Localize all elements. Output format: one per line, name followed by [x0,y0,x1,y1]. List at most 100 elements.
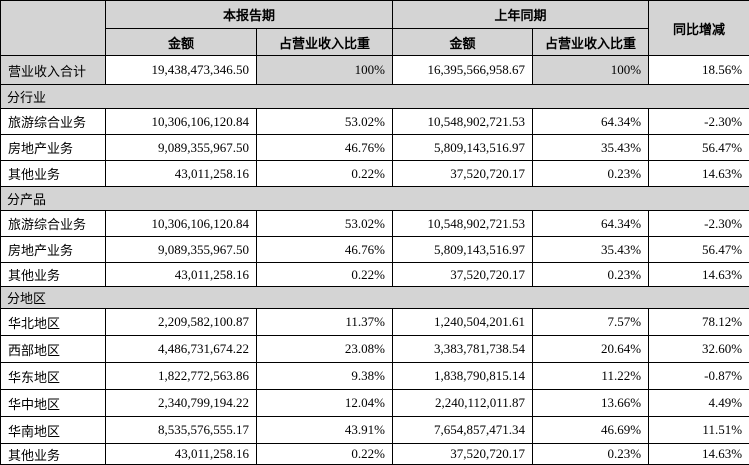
yoy-cell: 18.56% [648,55,749,85]
row-label: 华中地区 [0,389,106,417]
pct-current-cell: 0.22% [255,262,394,287]
pct-current-cell: 9.38% [255,362,394,390]
amount-current-cell: 43,011,258.16 [105,443,257,465]
table-row: 其他业务 43,011,258.16 0.22% 37,520,720.17 0… [0,443,749,465]
amount-current-cell: 43,011,258.16 [105,160,257,187]
amount-current-cell: 10,306,106,120.84 [105,210,257,237]
amount-prior-cell: 10,548,902,721.53 [392,108,534,135]
yoy-cell: 56.47% [648,236,749,263]
yoy-cell: 14.63% [648,262,749,287]
amount-prior-cell: 37,520,720.17 [392,262,534,287]
pct-prior-cell: 0.23% [532,262,650,287]
amount-prior-cell: 1,240,504,201.61 [392,308,534,336]
amount-current-cell: 2,340,799,194.22 [105,389,257,417]
col-header-yoy-change: 同比增减 [648,0,749,56]
amount-current-cell: 8,535,576,555.17 [105,416,257,444]
amount-current-cell: 9,089,355,967.50 [105,134,257,161]
pct-current-cell: 12.04% [255,389,394,417]
table-row: 房地产业务 9,089,355,967.50 46.76% 5,809,143,… [0,236,749,263]
corner-cell [0,0,106,56]
table-row: 其他业务 43,011,258.16 0.22% 37,520,720.17 0… [0,160,749,187]
amount-prior-cell: 10,548,902,721.53 [392,210,534,237]
amount-prior-cell: 7,654,857,471.34 [392,416,534,444]
section-title: 分地区 [0,286,749,309]
row-label: 西部地区 [0,335,106,363]
pct-current-cell: 0.22% [255,160,394,187]
section-header-by-industry: 分行业 [0,84,749,109]
pct-prior-cell: 0.23% [532,443,650,465]
row-label: 房地产业务 [0,236,106,263]
row-label: 营业收入合计 [0,55,106,85]
table-row: 华北地区 2,209,582,100.87 11.37% 1,240,504,2… [0,308,749,336]
amount-current-cell: 19,438,473,346.50 [105,55,257,85]
header-row-periods: 本报告期 上年同期 同比增减 [0,0,749,56]
pct-prior-cell: 13.66% [532,389,650,417]
amount-prior-cell: 1,838,790,815.14 [392,362,534,390]
row-label: 旅游综合业务 [0,108,106,135]
table-row: 旅游综合业务 10,306,106,120.84 53.02% 10,548,9… [0,210,749,237]
pct-prior-cell: 11.22% [532,362,650,390]
pct-current-cell: 0.22% [255,443,394,465]
row-label: 房地产业务 [0,134,106,161]
table-row: 旅游综合业务 10,306,106,120.84 53.02% 10,548,9… [0,108,749,135]
pct-prior-cell: 7.57% [532,308,650,336]
amount-current-cell: 1,822,772,563.86 [105,362,257,390]
amount-prior-cell: 37,520,720.17 [392,160,534,187]
pct-current-cell: 23.08% [255,335,394,363]
amount-current-cell: 4,486,731,674.22 [105,335,257,363]
pct-prior-cell: 64.34% [532,210,650,237]
yoy-cell: 78.12% [648,308,749,336]
pct-prior-cell: 46.69% [532,416,650,444]
total-revenue-row: 营业收入合计 19,438,473,346.50 100% 16,395,566… [0,55,749,85]
header-row-measures: 金额 占营业收入比重 金额 占营业收入比重 [1,28,749,56]
amount-prior-cell: 3,383,781,738.54 [392,335,534,363]
yoy-cell: 14.63% [648,160,749,187]
pct-prior-cell: 35.43% [532,236,650,263]
pct-prior-cell: 35.43% [532,134,650,161]
pct-prior-cell: 100% [532,55,650,85]
col-header-amount-prior: 金额 [392,28,534,56]
row-label: 其他业务 [0,160,106,187]
table-row: 华中地区 2,340,799,194.22 12.04% 2,240,112,0… [0,389,749,417]
row-label: 华北地区 [0,308,106,336]
amount-prior-cell: 5,809,143,516.97 [392,236,534,263]
row-label: 其他业务 [0,262,106,287]
table-row: 其他业务 43,011,258.16 0.22% 37,520,720.17 0… [0,262,749,287]
yoy-cell: -0.87% [648,362,749,390]
yoy-cell: 14.63% [648,443,749,465]
amount-current-cell: 43,011,258.16 [105,262,257,287]
pct-current-cell: 46.76% [255,236,394,263]
amount-current-cell: 9,089,355,967.50 [105,236,257,263]
section-header-by-region: 分地区 [0,286,749,309]
yoy-cell: 4.49% [648,389,749,417]
table-row: 西部地区 4,486,731,674.22 23.08% 3,383,781,7… [0,335,749,363]
amount-prior-cell: 2,240,112,011.87 [392,389,534,417]
table-row: 房地产业务 9,089,355,967.50 46.76% 5,809,143,… [0,134,749,161]
yoy-cell: 11.51% [648,416,749,444]
table-row: 华东地区 1,822,772,563.86 9.38% 1,838,790,81… [0,362,749,390]
yoy-cell: -2.30% [648,210,749,237]
pct-current-cell: 46.76% [255,134,394,161]
section-title: 分行业 [0,84,749,109]
amount-prior-cell: 16,395,566,958.67 [392,55,534,85]
amount-prior-cell: 5,809,143,516.97 [392,134,534,161]
pct-prior-cell: 0.23% [532,160,650,187]
col-header-pct-prior: 占营业收入比重 [532,28,650,56]
row-label: 旅游综合业务 [0,210,106,237]
col-header-pct-current: 占营业收入比重 [255,28,394,56]
amount-current-cell: 10,306,106,120.84 [105,108,257,135]
col-header-current-period: 本报告期 [104,0,394,29]
row-label: 其他业务 [0,443,106,465]
table-row: 华南地区 8,535,576,555.17 43.91% 7,654,857,4… [0,416,749,444]
pct-current-cell: 100% [255,55,394,85]
yoy-cell: -2.30% [648,108,749,135]
pct-current-cell: 11.37% [255,308,394,336]
amount-prior-cell: 37,520,720.17 [392,443,534,465]
row-label: 华南地区 [0,416,106,444]
yoy-cell: 32.60% [648,335,749,363]
row-label: 华东地区 [0,362,106,390]
col-header-prior-period: 上年同期 [392,0,650,29]
section-title: 分产品 [0,186,749,211]
pct-current-cell: 53.02% [255,108,394,135]
